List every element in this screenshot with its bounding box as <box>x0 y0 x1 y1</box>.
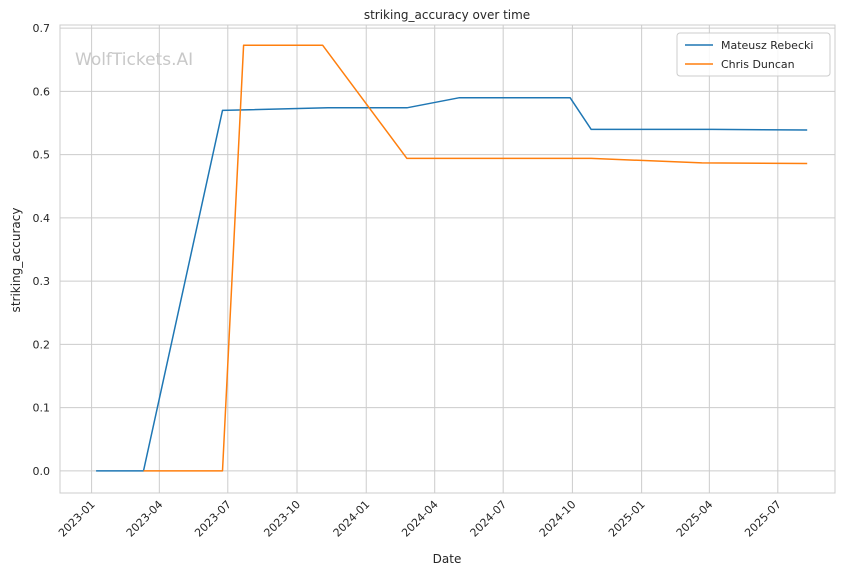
y-tick-label: 0.5 <box>33 149 51 162</box>
watermark-text: WolfTickets.AI <box>75 50 193 70</box>
series-line-mateusz-rebecki <box>96 96 808 472</box>
x-axis-title: Date <box>433 552 462 566</box>
y-axis-ticks: 0.0 0.1 0.2 0.3 0.4 0.5 0.6 0.7 <box>33 22 51 478</box>
series-layer <box>96 44 808 472</box>
series-line-chris-duncan <box>143 44 808 472</box>
legend: Mateusz Rebecki Chris Duncan <box>676 32 831 77</box>
y-axis-title: striking_accuracy <box>9 208 23 313</box>
legend-label-chris-duncan: Chris Duncan <box>721 58 795 71</box>
y-tick-label: 0.7 <box>33 22 51 35</box>
legend-box <box>676 32 831 77</box>
y-tick-label: 0.0 <box>33 465 51 478</box>
chart-title: striking_accuracy over time <box>364 8 530 22</box>
plot-area-frame <box>59 24 836 494</box>
grid-lines <box>60 25 835 493</box>
y-tick-label: 0.1 <box>33 402 51 415</box>
y-tick-label: 0.3 <box>33 275 51 288</box>
legend-label-mateusz-rebecki: Mateusz Rebecki <box>721 39 813 52</box>
y-tick-label: 0.6 <box>33 85 51 98</box>
y-tick-label: 0.2 <box>33 338 51 351</box>
y-tick-label: 0.4 <box>33 212 51 225</box>
